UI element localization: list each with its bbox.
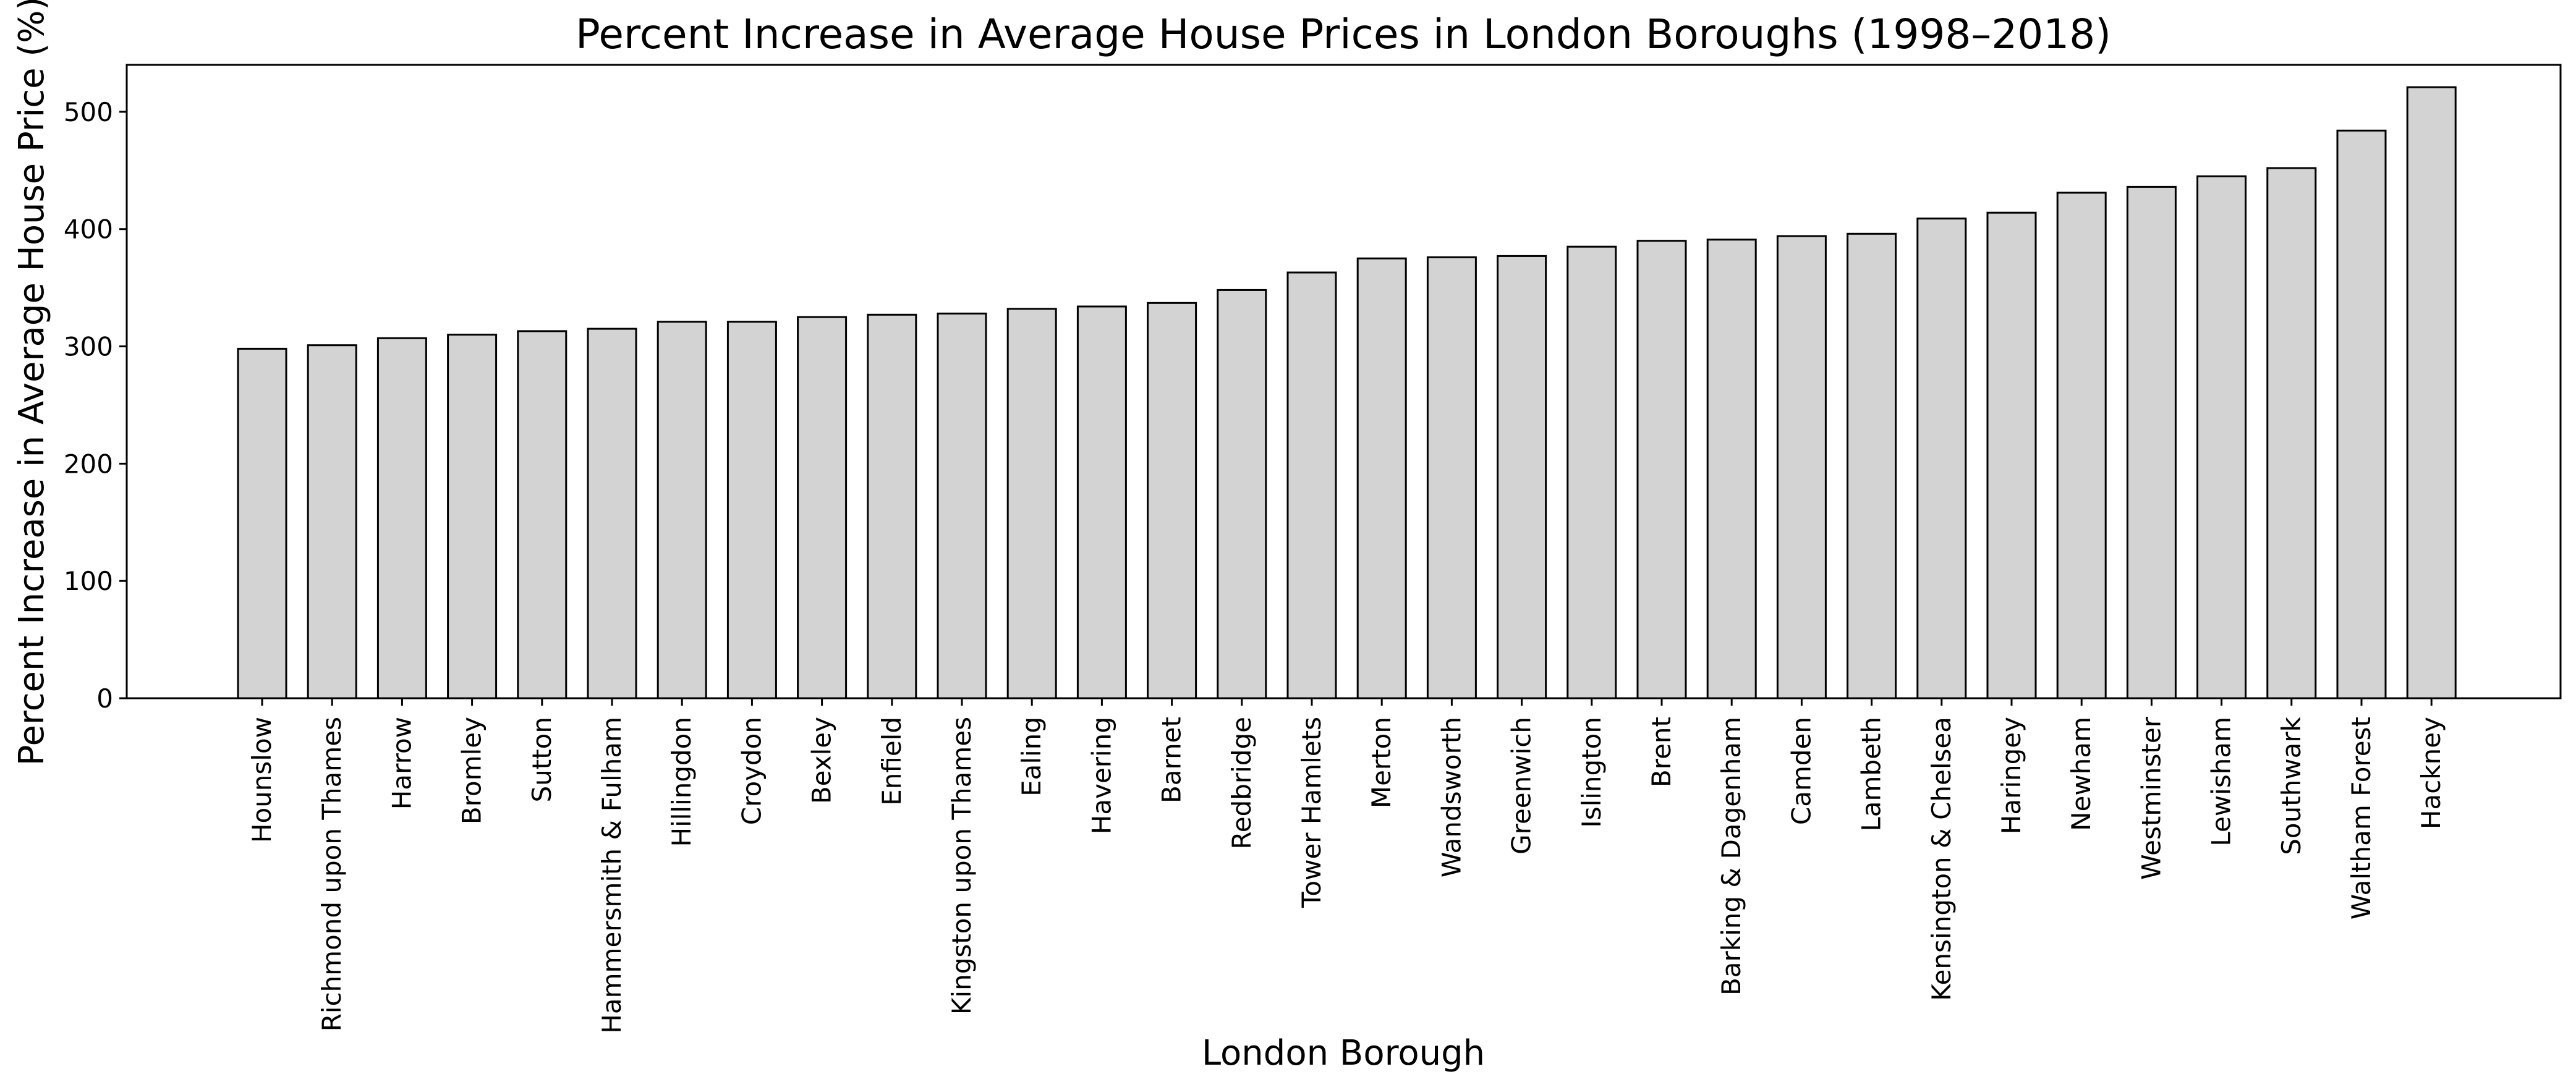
x-tick-label: Ealing [1016, 717, 1047, 796]
y-axis: 0 100 200 300 400 500 [64, 97, 127, 714]
bar-lambeth [1847, 232, 1897, 699]
bar-waltham-forest [2336, 129, 2387, 699]
bar-merton [1356, 257, 1407, 699]
bar-redbridge [1217, 289, 1267, 699]
bar-richmond-upon-thames [307, 344, 357, 699]
x-tick-label: Bexley [807, 717, 837, 804]
x-tick-label: Waltham Forest [2346, 717, 2376, 919]
x-tick-label: Barnet [1157, 717, 1187, 803]
x-tick-label: Greenwich [1507, 717, 1537, 855]
x-tick-label: Brent [1646, 717, 1677, 787]
bar-ealing [1006, 308, 1057, 699]
x-tick-label: Hackney [2416, 717, 2446, 829]
x-tick-label: Merton [1366, 717, 1396, 808]
x-tick-label: Kensington & Chelsea [1926, 717, 1957, 1001]
x-axis-label: London Borough [1202, 1033, 1485, 1073]
x-tick-label: Tower Hamlets [1296, 717, 1327, 908]
chart-title: Percent Increase in Average House Prices… [576, 11, 2111, 58]
bar-brent [1636, 240, 1687, 699]
bar-bromley [447, 334, 498, 699]
y-axis-label: Percent Increase in Average House Price … [12, 0, 52, 766]
bar-hillingdon [657, 321, 707, 699]
bars-group [237, 86, 2457, 699]
x-tick-label: Richmond upon Thames [317, 717, 347, 1031]
bar-barnet [1147, 302, 1197, 699]
x-tick-label: Redbridge [1226, 717, 1257, 850]
bar-croydon [726, 321, 777, 699]
bar-hammersmith-fulham [587, 327, 637, 699]
y-tick-label: 300 [64, 332, 113, 362]
bar-barking-dagenham [1706, 239, 1757, 699]
x-tick-label: Wandsworth [1436, 717, 1466, 877]
bar-harrow [376, 337, 427, 699]
bar-westminster [2126, 185, 2177, 699]
x-tick-label: Hillingdon [666, 717, 697, 847]
x-tick-label: Havering [1086, 717, 1116, 834]
y-tick-label: 0 [96, 683, 113, 714]
x-tick-label: Kingston upon Thames [946, 717, 977, 1015]
bar-islington [1566, 245, 1617, 699]
x-tick-label: Haringey [1996, 717, 2026, 834]
bar-hackney [2406, 86, 2457, 699]
x-tick-label: Newham [2066, 717, 2096, 831]
y-tick-label: 100 [64, 566, 113, 596]
x-tick-label: Lambeth [1856, 717, 1887, 832]
bar-kingston-upon-thames [937, 312, 987, 699]
x-tick-label: Enfield [877, 717, 907, 806]
y-tick-label: 400 [64, 214, 113, 245]
y-tick-label: 500 [64, 97, 113, 127]
x-tick-label: Croydon [736, 717, 767, 825]
x-tick-label: Sutton [527, 717, 557, 803]
plot-frame [125, 64, 2562, 699]
x-tick-label: Camden [1786, 717, 1816, 825]
x-tick-label: Harrow [386, 717, 417, 809]
x-tick-label: Hounslow [247, 717, 277, 843]
bar-tower-hamlets [1286, 271, 1337, 699]
bar-kensington-chelsea [1916, 218, 1967, 699]
x-tick-label: Bromley [457, 717, 487, 824]
bar-hounslow [237, 347, 287, 699]
x-tick-label: Islington [1576, 717, 1607, 828]
bar-wandsworth [1426, 256, 1477, 699]
bar-bexley [797, 316, 848, 699]
bar-lewisham [2196, 175, 2247, 699]
bar-greenwich [1497, 255, 1547, 699]
bar-enfield [867, 313, 917, 699]
bar-havering [1076, 305, 1127, 699]
y-tick-label: 200 [64, 449, 113, 479]
bar-camden [1776, 235, 1827, 699]
bar-haringey [1986, 211, 2037, 699]
x-tick-label: Westminster [2136, 716, 2166, 880]
x-axis: Hounslow Richmond upon Thames Harrow Bromle… [247, 698, 2446, 1034]
x-tick-label: Hammersmith & Fulham [597, 717, 627, 1034]
bar-sutton [517, 330, 567, 699]
bar-southwark [2266, 167, 2317, 699]
bar-newham [2056, 192, 2107, 699]
x-tick-label: Southwark [2276, 716, 2306, 855]
x-tick-label: Lewisham [2206, 717, 2237, 847]
x-tick-label: Barking & Dagenham [1716, 717, 1746, 995]
